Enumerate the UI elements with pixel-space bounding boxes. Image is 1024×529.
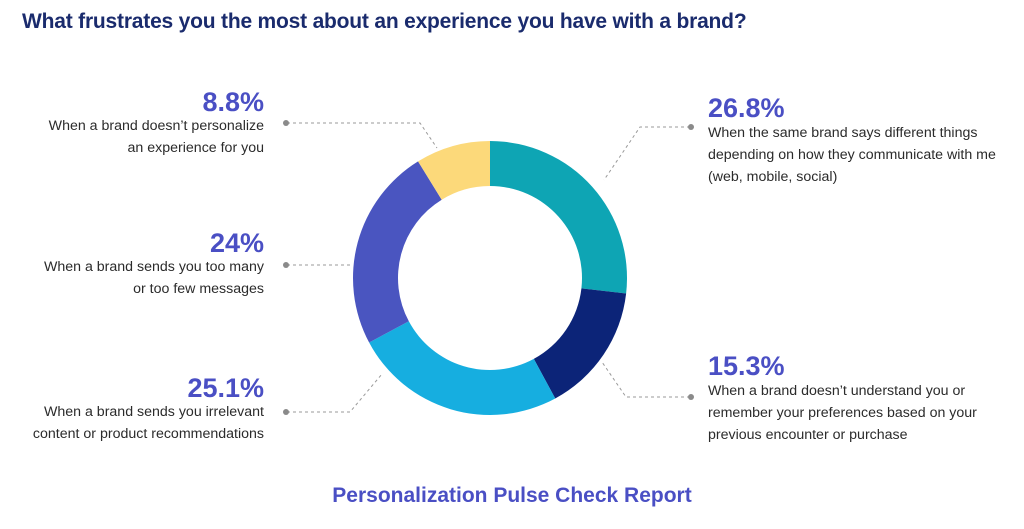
donut-slice-1	[533, 288, 627, 399]
leader-line-s2	[287, 373, 383, 413]
slice-description-s0: When the same brand says different thing…	[708, 125, 996, 185]
label-group-s3: 24% When a brand sends you too many or t…	[10, 230, 264, 310]
leader-line-s4	[287, 122, 438, 149]
leader-dot-s2	[283, 409, 289, 415]
slice-percent-s4: 8.8%	[202, 87, 264, 117]
report-footer: Personalization Pulse Check Report	[332, 484, 692, 507]
label-group-s1: 15.3% When a brand doesn’t understand yo…	[708, 353, 1018, 453]
slice-description-s4: When a brand doesn’t personalize an expe…	[48, 118, 264, 156]
donut-slice-3	[353, 161, 442, 343]
leader-dot-s3	[283, 262, 289, 268]
donut-slice-0	[490, 141, 628, 294]
chart-title: What frustrates you the most about an ex…	[22, 10, 747, 33]
donut-slice-2	[369, 321, 556, 415]
slice-description-s2: When a brand sends you irrelevant conten…	[32, 404, 264, 442]
slice-description-s3: When a brand sends you too many or too f…	[43, 259, 264, 297]
donut-slice-4	[418, 141, 490, 200]
leader-dot-s1	[688, 394, 694, 400]
donut-slices	[353, 141, 628, 415]
slice-percent-s2: 25.1%	[187, 373, 264, 403]
slice-percent-s0: 26.8%	[708, 93, 785, 123]
slice-description-s1: When a brand doesn’t understand you or r…	[708, 383, 977, 443]
slice-percent-s1: 15.3%	[708, 351, 785, 381]
leader-line-s1	[601, 361, 690, 398]
label-group-s0: 26.8% When the same brand says different…	[708, 95, 1018, 195]
label-group-s2: 25.1% When a brand sends you irrelevant …	[10, 375, 264, 455]
slice-percent-s3: 24%	[209, 228, 264, 258]
label-group-s4: 8.8% When a brand doesn’t personalize an…	[10, 89, 264, 169]
leader-dot-s0	[688, 124, 694, 130]
leader-lines	[283, 120, 694, 415]
leader-dot-s4	[283, 120, 289, 126]
leader-line-s0	[603, 126, 690, 181]
